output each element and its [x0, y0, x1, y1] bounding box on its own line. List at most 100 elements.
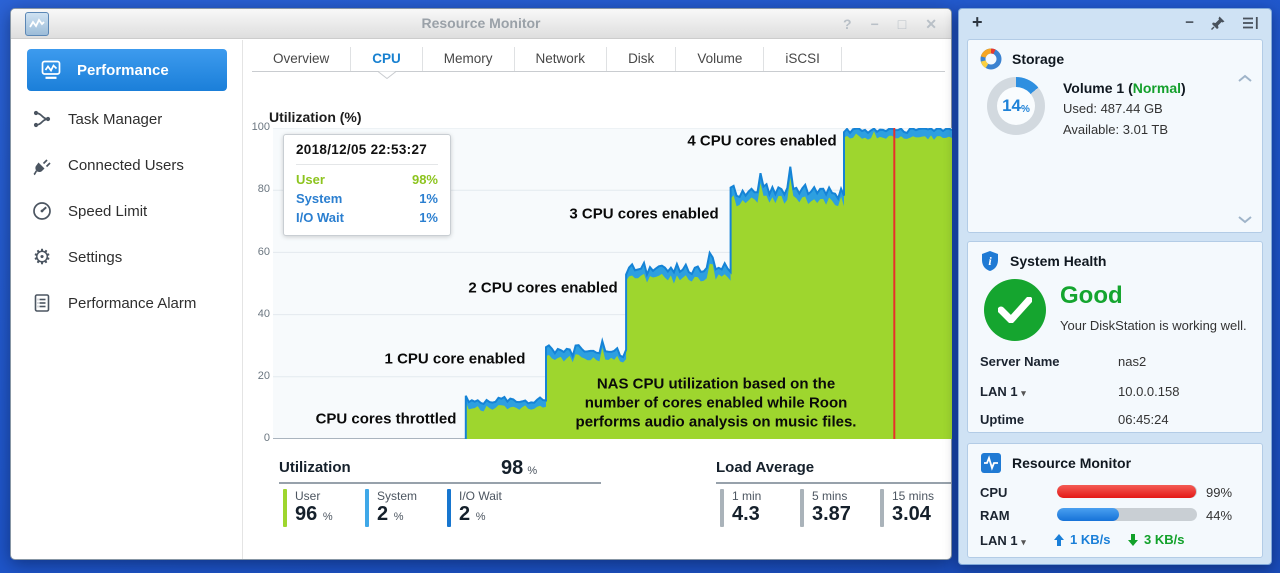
- sidebar-item-label: Performance: [77, 61, 169, 79]
- sidebar-item-label: Task Manager: [68, 110, 163, 128]
- cpu-usage-bar: [1057, 485, 1197, 498]
- tooltip-iowait-value: 1%: [419, 210, 438, 225]
- chart-title: Utilization (%): [269, 109, 362, 125]
- cpu-utilization-chart: 2018/12/05 22:53:27 User 98% System 1% I/O…: [273, 128, 952, 439]
- legend-system: System 2 %: [365, 489, 417, 528]
- tab-network[interactable]: Network: [515, 47, 608, 71]
- storage-donut-icon: [980, 48, 1002, 70]
- y-tick-80: 80: [257, 183, 270, 195]
- volume-available: Available: 3.01 TB: [1063, 122, 1169, 137]
- sidebar-item-performance[interactable]: Performance: [27, 49, 227, 91]
- legend-user: User 96 %: [283, 489, 333, 528]
- resource-monitor-window: Resource Monitor ? − □ ✕ Performance: [10, 8, 952, 560]
- lan1-ip-value: 10.0.0.158: [1118, 384, 1180, 399]
- sidebar: Performance Task Manager Co: [11, 40, 243, 559]
- task-manager-icon: [30, 107, 54, 131]
- tab-disk[interactable]: Disk: [607, 47, 677, 71]
- lan1-dropdown[interactable]: LAN 1 ▾: [980, 384, 1026, 399]
- user-color-bar: [283, 489, 287, 527]
- resource-monitor-app-icon: [25, 12, 49, 36]
- add-widget-icon[interactable]: +: [972, 12, 983, 32]
- annotation-2-cores: 2 CPU cores enabled: [468, 279, 618, 297]
- active-tab-notch: [378, 71, 396, 79]
- y-tick-0: 0: [263, 432, 270, 444]
- minimize-icon[interactable]: −: [870, 16, 879, 32]
- annotation-4-cores: 4 CPU cores enabled: [687, 132, 837, 150]
- caret-down-icon: ▾: [1021, 537, 1026, 547]
- chevron-up-icon[interactable]: [1238, 74, 1252, 83]
- volume-usage-donut: 14%: [987, 77, 1045, 135]
- health-status: Good: [1060, 282, 1123, 309]
- utilization-total: 98 %: [501, 457, 538, 479]
- load-average-header: Load Average: [716, 459, 815, 476]
- sidebar-item-settings[interactable]: ⚙ Settings: [11, 234, 242, 280]
- svg-text:i: i: [988, 254, 992, 268]
- plug-icon: [30, 153, 54, 177]
- tooltip-user-label: User: [296, 172, 325, 187]
- panel-minimize-icon[interactable]: −: [1185, 14, 1194, 31]
- load-15min: 15 mins 3.04: [880, 489, 934, 527]
- help-icon[interactable]: ?: [843, 16, 852, 32]
- sidebar-item-connected-users[interactable]: Connected Users: [11, 142, 242, 188]
- system-health-widget: i System Health Good Your DiskStation is…: [967, 241, 1263, 433]
- storage-widget-title: Storage: [1012, 51, 1065, 67]
- load-bar: [880, 489, 884, 527]
- download-arrow-icon: [1128, 533, 1138, 546]
- resource-monitor-widget-icon: [981, 453, 1001, 473]
- tab-volume[interactable]: Volume: [676, 47, 765, 71]
- sidebar-item-label: Performance Alarm: [68, 294, 197, 312]
- resource-monitor-widget: Resource Monitor CPU 99% RAM 44% LAN 1 ▾…: [967, 443, 1263, 558]
- cpu-label: CPU: [980, 485, 1008, 500]
- volume-name-status: Volume 1 (Normal): [1063, 80, 1186, 96]
- sidebar-item-performance-alarm[interactable]: Performance Alarm: [11, 280, 242, 326]
- lan1-monitor-dropdown[interactable]: LAN 1 ▾: [980, 533, 1026, 548]
- tab-iscsi[interactable]: iSCSI: [764, 47, 842, 71]
- pin-icon[interactable]: [1210, 15, 1226, 31]
- chevron-down-icon[interactable]: [1238, 215, 1252, 224]
- sidebar-item-label: Speed Limit: [68, 202, 148, 220]
- tab-cpu[interactable]: CPU: [351, 47, 423, 71]
- load-bar: [800, 489, 804, 527]
- server-name-value: nas2: [1118, 354, 1147, 369]
- annotation-note: NAS CPU utilization based on the number …: [575, 375, 857, 431]
- sidebar-item-label: Settings: [68, 248, 123, 266]
- legend-iowait: I/O Wait 2 %: [447, 489, 502, 528]
- y-tick-60: 60: [257, 246, 270, 258]
- gear-icon: ⚙: [32, 245, 52, 269]
- tab-overview[interactable]: Overview: [252, 47, 352, 71]
- maximize-icon[interactable]: □: [897, 16, 907, 32]
- tooltip-iowait-label: I/O Wait: [296, 210, 344, 225]
- performance-chart-icon: [39, 58, 63, 82]
- utilization-header: Utilization: [279, 459, 351, 476]
- health-status-check-icon: [984, 279, 1046, 341]
- storage-widget: Storage 14% Volume 1 (Normal) Used: 487.…: [967, 39, 1263, 233]
- sidebar-item-speed-limit[interactable]: Speed Limit: [11, 188, 242, 234]
- caret-down-icon: ▾: [1021, 388, 1026, 398]
- cpu-usage-value: 99%: [1206, 485, 1233, 500]
- download-speed: 3 KB/s: [1128, 532, 1184, 547]
- y-tick-20: 20: [257, 370, 270, 382]
- load-1min: 1 min 4.3: [720, 489, 761, 527]
- annotation-throttled: CPU cores throttled: [315, 410, 457, 428]
- uptime-label: Uptime: [980, 412, 1025, 427]
- panel-list-icon[interactable]: [1242, 16, 1259, 30]
- sidebar-item-task-manager[interactable]: Task Manager: [11, 96, 242, 142]
- load-bar: [720, 489, 724, 527]
- content-area: Overview CPU Memory Network Disk Volume …: [244, 40, 952, 559]
- volume-status-normal: Normal: [1132, 80, 1181, 96]
- utilization-divider: [279, 482, 601, 484]
- close-icon[interactable]: ✕: [925, 15, 937, 32]
- system-health-widget-title: System Health: [1010, 253, 1107, 269]
- annotation-3-cores: 3 CPU cores enabled: [569, 205, 719, 223]
- ram-usage-value: 44%: [1206, 508, 1233, 523]
- resource-monitor-widget-title: Resource Monitor: [1012, 455, 1132, 471]
- tab-memory[interactable]: Memory: [423, 47, 515, 71]
- annotation-1-core: 1 CPU core enabled: [384, 350, 526, 368]
- load-average-divider: [716, 482, 951, 484]
- system-color-bar: [365, 489, 369, 527]
- server-name-label: Server Name: [980, 354, 1060, 369]
- tooltip-timestamp: 2018/12/05 22:53:27: [296, 142, 438, 165]
- health-message: Your DiskStation is working well.: [1060, 318, 1247, 333]
- y-tick-100: 100: [251, 121, 270, 133]
- y-tick-40: 40: [257, 308, 270, 320]
